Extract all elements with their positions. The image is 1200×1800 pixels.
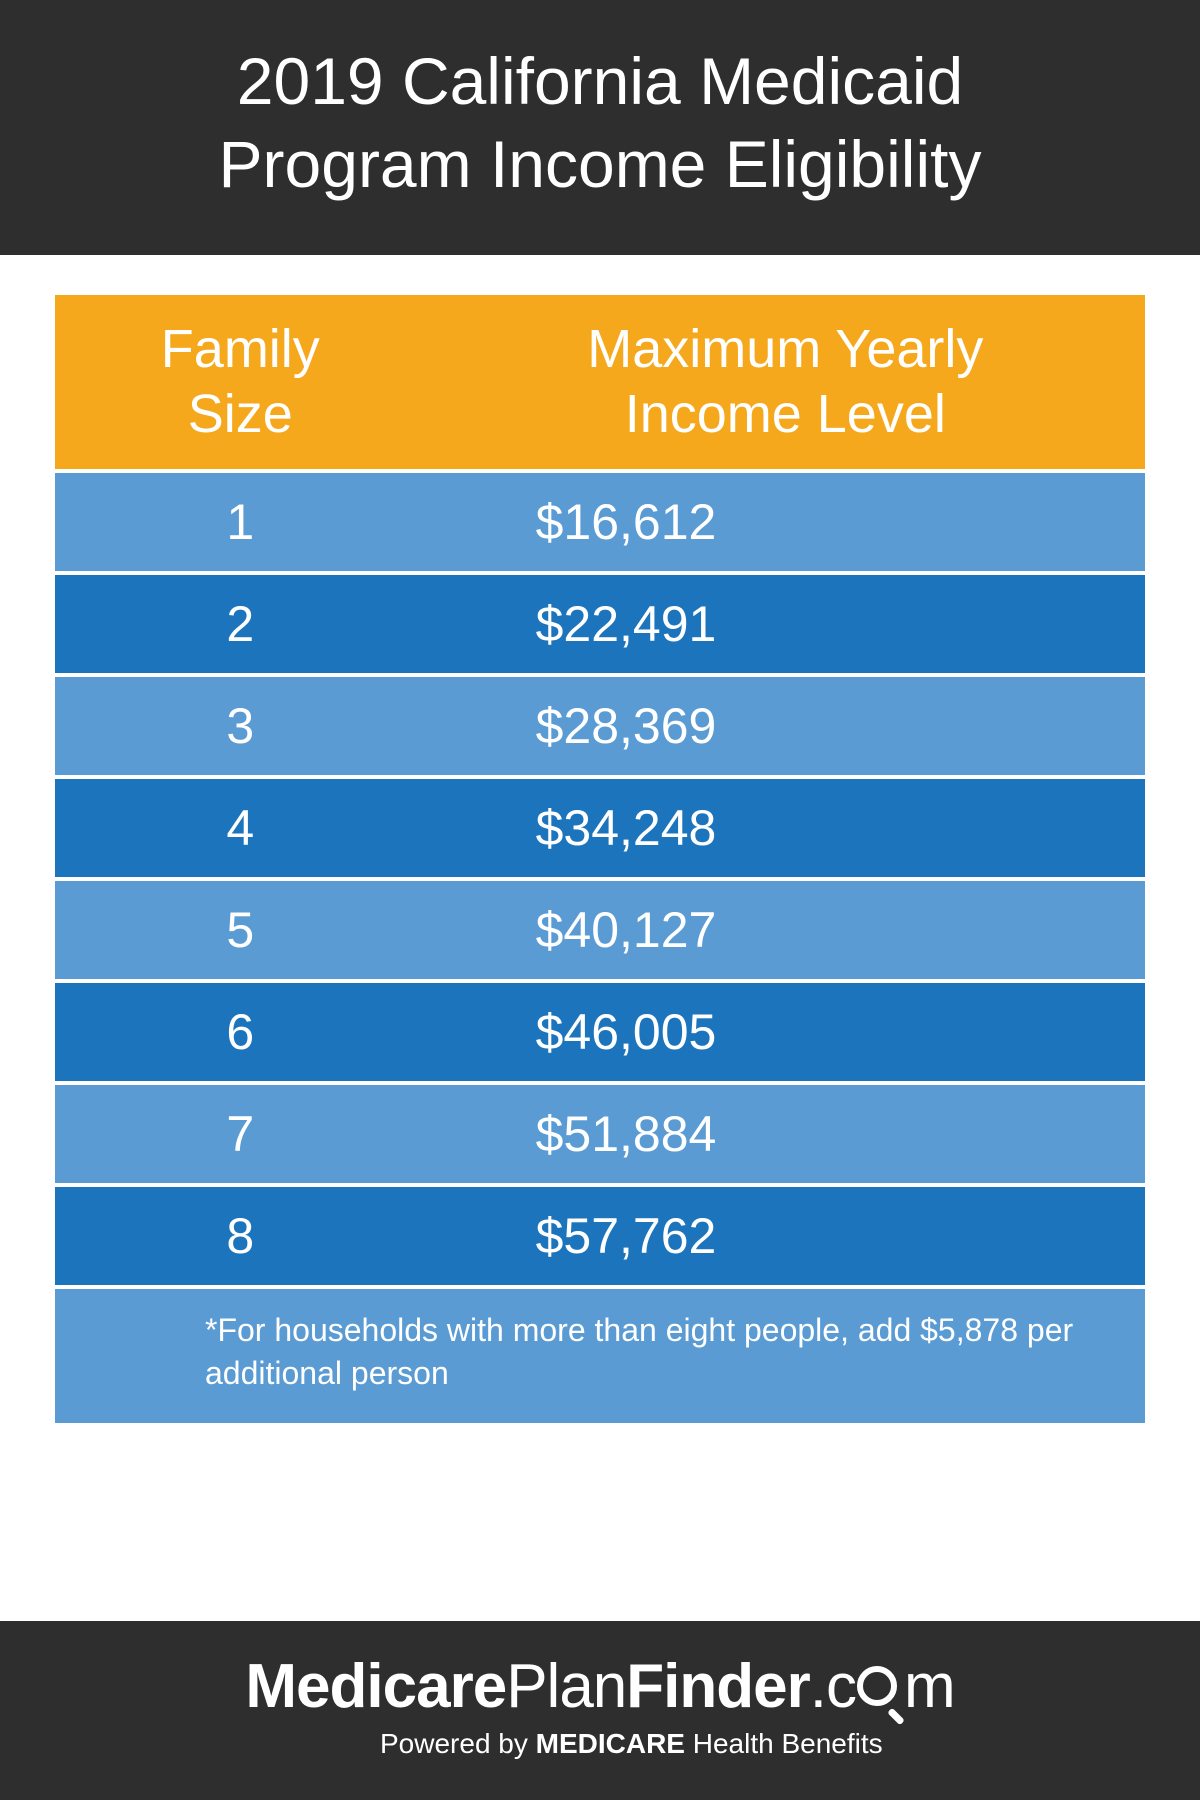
table-row: 4 $34,248: [55, 779, 1145, 881]
logo-part-finder: Finder: [626, 1651, 809, 1722]
cell-family-size: 8: [55, 1207, 426, 1265]
cell-family-size: 3: [55, 697, 426, 755]
footer-tagline: Powered by MEDICARE Health Benefits: [20, 1728, 1180, 1760]
magnifying-glass-icon: [857, 1666, 903, 1712]
logo-part-m: m: [904, 1651, 955, 1722]
cell-income: $40,127: [426, 901, 1145, 959]
page-footer: MedicarePlanFinder.c m Powered by MEDICAR…: [0, 1621, 1200, 1800]
table-row: 3 $28,369: [55, 677, 1145, 779]
cell-family-size: 6: [55, 1003, 426, 1061]
eligibility-table: Family Size Maximum Yearly Income Level …: [55, 295, 1145, 1423]
content-area: Family Size Maximum Yearly Income Level …: [0, 255, 1200, 1621]
page-header: 2019 California Medicaid Program Income …: [0, 0, 1200, 255]
cell-income: $57,762: [426, 1207, 1145, 1265]
logo-part-medicare: Medicare: [245, 1651, 506, 1722]
table-row: 7 $51,884: [55, 1085, 1145, 1187]
table-row: 2 $22,491: [55, 575, 1145, 677]
title-line-2: Program Income Eligibility: [219, 127, 982, 201]
table-footnote: *For households with more than eight peo…: [55, 1289, 1145, 1423]
cell-family-size: 1: [55, 493, 426, 551]
logo-part-plan: Plan: [506, 1651, 626, 1722]
logo-part-dotc: .c: [810, 1651, 856, 1722]
cell-family-size: 7: [55, 1105, 426, 1163]
cell-income: $46,005: [426, 1003, 1145, 1061]
footer-logo: MedicarePlanFinder.c m: [245, 1651, 954, 1722]
table-header-row: Family Size Maximum Yearly Income Level: [55, 295, 1145, 473]
table-row: 8 $57,762: [55, 1187, 1145, 1289]
cell-income: $34,248: [426, 799, 1145, 857]
cell-family-size: 4: [55, 799, 426, 857]
cell-income: $22,491: [426, 595, 1145, 653]
title-line-1: 2019 California Medicaid: [237, 44, 963, 118]
col-header-family-size: Family Size: [55, 317, 426, 447]
cell-income: $16,612: [426, 493, 1145, 551]
cell-income: $51,884: [426, 1105, 1145, 1163]
col-header-income: Maximum Yearly Income Level: [426, 317, 1145, 447]
cell-income: $28,369: [426, 697, 1145, 755]
table-row: 6 $46,005: [55, 983, 1145, 1085]
table-row: 5 $40,127: [55, 881, 1145, 983]
table-row: 1 $16,612: [55, 473, 1145, 575]
cell-family-size: 5: [55, 901, 426, 959]
cell-family-size: 2: [55, 595, 426, 653]
